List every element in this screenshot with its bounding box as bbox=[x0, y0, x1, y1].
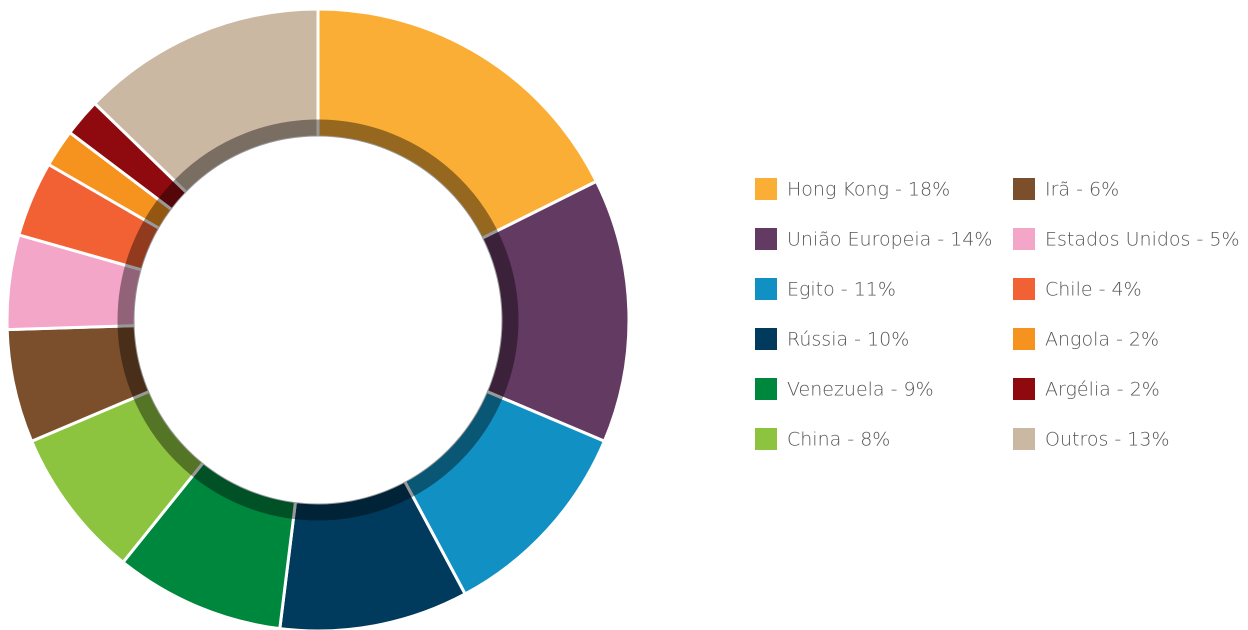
slice bbox=[479, 179, 631, 444]
legend-label: Hong Kong - 18% bbox=[787, 179, 950, 201]
legend-label: Chile - 4% bbox=[1045, 279, 1142, 301]
legend-label: Venezuela - 9% bbox=[787, 379, 934, 401]
legend-swatch bbox=[1013, 278, 1035, 300]
slice bbox=[316, 7, 599, 241]
legend-label: Egito - 11% bbox=[787, 279, 896, 301]
legend-label: União Europeia - 14% bbox=[787, 229, 992, 251]
inner-ring bbox=[117, 119, 519, 521]
legend-swatch bbox=[755, 278, 777, 300]
legend-label: Argélia - 2% bbox=[1045, 379, 1160, 401]
legend-swatch bbox=[755, 328, 777, 350]
legend-label: Irã - 6% bbox=[1045, 179, 1119, 201]
legend-label: Estados Unidos - 5% bbox=[1045, 229, 1240, 251]
legend-swatch bbox=[1013, 178, 1035, 200]
legend-label: Outros - 13% bbox=[1045, 429, 1170, 451]
legend-label: China - 8% bbox=[787, 429, 890, 451]
legend-label: Rússia - 10% bbox=[787, 329, 909, 351]
slice bbox=[92, 7, 320, 195]
legend-swatch bbox=[1013, 328, 1035, 350]
legend-swatch bbox=[1013, 228, 1035, 250]
legend-swatch bbox=[755, 378, 777, 400]
legend-swatch bbox=[1013, 378, 1035, 400]
legend-swatch bbox=[755, 178, 777, 200]
legend-swatch bbox=[755, 428, 777, 450]
legend-label: Angola - 2% bbox=[1045, 329, 1159, 351]
legend-swatch bbox=[1013, 428, 1035, 450]
legend-swatch bbox=[755, 228, 777, 250]
